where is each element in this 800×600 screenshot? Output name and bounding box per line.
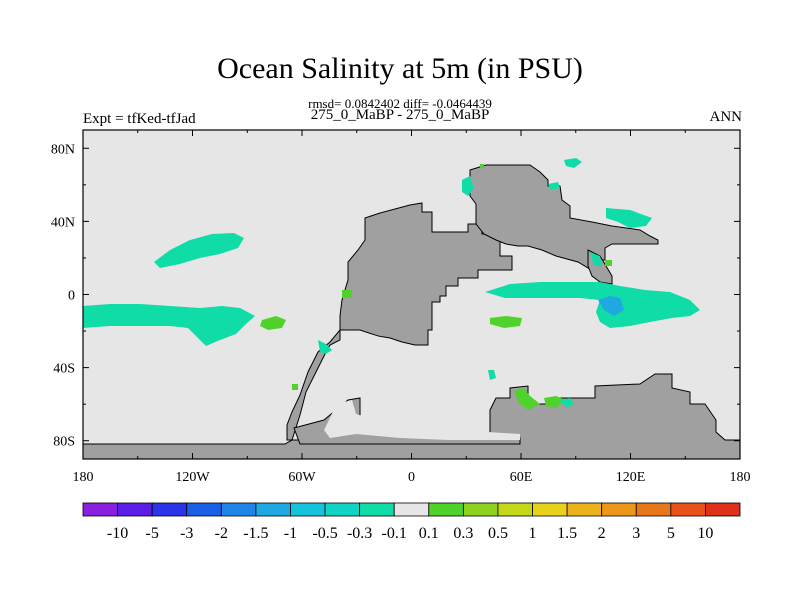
y-tick-label: 80S (53, 435, 75, 450)
colorbar-swatch (359, 502, 395, 517)
patch-north-pacific (154, 233, 244, 268)
colorbar-swatch (601, 502, 637, 517)
colorbar-label: -1.5 (243, 525, 268, 542)
colorbar-label: -3 (180, 525, 193, 542)
patch-green-south-c (292, 384, 298, 390)
patch-green-east (605, 260, 612, 266)
colorbar: -10 -5 -3 -2 -1.5 -1 -0.5 -0.3 -0.1 0.1 0.3 0.5 1 1.5… (82, 502, 741, 542)
colorbar-label: -2 (215, 525, 228, 542)
patch-equatorial-east (485, 282, 700, 328)
colorbar-swatch (324, 502, 361, 517)
patch-north-atlantic-b (564, 158, 582, 168)
colorbar-label: 5 (667, 525, 675, 542)
y-tick-label: 0 (68, 289, 75, 304)
patch-north-atlantic-c (548, 182, 560, 190)
colorbar-swatch (428, 502, 464, 517)
patch-green-south-a (514, 388, 540, 410)
colorbar-label: 1.5 (557, 525, 577, 542)
colorbar-label: -5 (145, 525, 158, 542)
map-plot-area (82, 129, 741, 460)
x-tick-label: 60W (288, 470, 316, 485)
y-axis: 80N 40N 0 40S 80S (51, 142, 740, 450)
colorbar-label: 1 (529, 525, 537, 542)
colorbar-swatch (497, 502, 533, 517)
x-tick-label: 180 (730, 470, 751, 485)
colorbar-label: 0.3 (453, 525, 473, 542)
patch-green-pacific (260, 316, 286, 330)
ocean-inlet-south (324, 400, 520, 440)
patch-east-pacific (318, 340, 332, 354)
colorbar-swatch (255, 502, 291, 517)
x-tick-label: 120W (175, 470, 210, 485)
patch-equatorial-pacific (83, 304, 255, 346)
colorbar-label: -0.3 (347, 525, 372, 542)
colorbar-label: 0.5 (488, 525, 508, 542)
colorbar-swatch (670, 502, 706, 517)
colorbar-swatch (532, 502, 568, 517)
x-tick-label: 120E (616, 470, 646, 485)
colorbar-label: -0.5 (312, 525, 337, 542)
patch-green-continent (342, 290, 352, 298)
patch-east-small (590, 252, 602, 266)
colorbar-swatch (290, 502, 326, 517)
x-tick-label: 0 (408, 470, 415, 485)
patch-green-atlantic (490, 316, 522, 328)
colorbar-swatch (393, 502, 430, 517)
colorbar-swatch (186, 502, 222, 517)
colorbar-label: 10 (697, 525, 713, 542)
colorbar-swatch (635, 502, 672, 517)
colorbar-label: 0.1 (419, 525, 439, 542)
salinity-anomaly-patches (83, 158, 700, 410)
colorbar-label: 3 (632, 525, 640, 542)
x-tick-label: 180 (73, 470, 94, 485)
y-tick-label: 40N (51, 215, 75, 230)
season-label: ANN (709, 109, 743, 125)
colorbar-swatch (705, 502, 741, 517)
patch-northern-block-east (606, 208, 652, 228)
colorbar-swatch (462, 502, 499, 517)
colorbar-swatch (220, 502, 257, 517)
colorbar-swatch (151, 502, 188, 517)
patch-east-deep (598, 296, 624, 316)
colorbar-swatch (117, 502, 153, 517)
patch-south-atlantic (488, 370, 496, 380)
x-tick-label: 60E (510, 470, 533, 485)
x-axis: 180 120W 60W 0 60E 120E 180 (73, 130, 751, 485)
colorbar-label: -0.1 (382, 525, 407, 542)
ocean-inlet-west (340, 334, 404, 354)
colorbar-label: -1 (284, 525, 297, 542)
colorbar-swatch (82, 502, 118, 517)
patch-south-indian (560, 398, 574, 408)
colorbar-swatch (566, 502, 603, 517)
colorbar-label: 2 (598, 525, 606, 542)
colorbar-label: -10 (107, 525, 128, 542)
chart-subtitle: rmsd= 0.0842402 diff= -0.0464439 (308, 96, 492, 111)
patch-green-north (480, 164, 484, 168)
patch-north-atlantic-a (462, 176, 474, 196)
chart-title: Ocean Salinity at 5m (in PSU) (217, 52, 583, 85)
experiment-label: Expt = tfKed-tfJad (83, 111, 196, 127)
y-tick-label: 80N (51, 142, 75, 157)
patch-green-south-b (544, 396, 566, 408)
y-tick-label: 40S (53, 362, 75, 377)
chart-center-label: 275_0_MaBP - 275_0_MaBP (310, 107, 490, 123)
